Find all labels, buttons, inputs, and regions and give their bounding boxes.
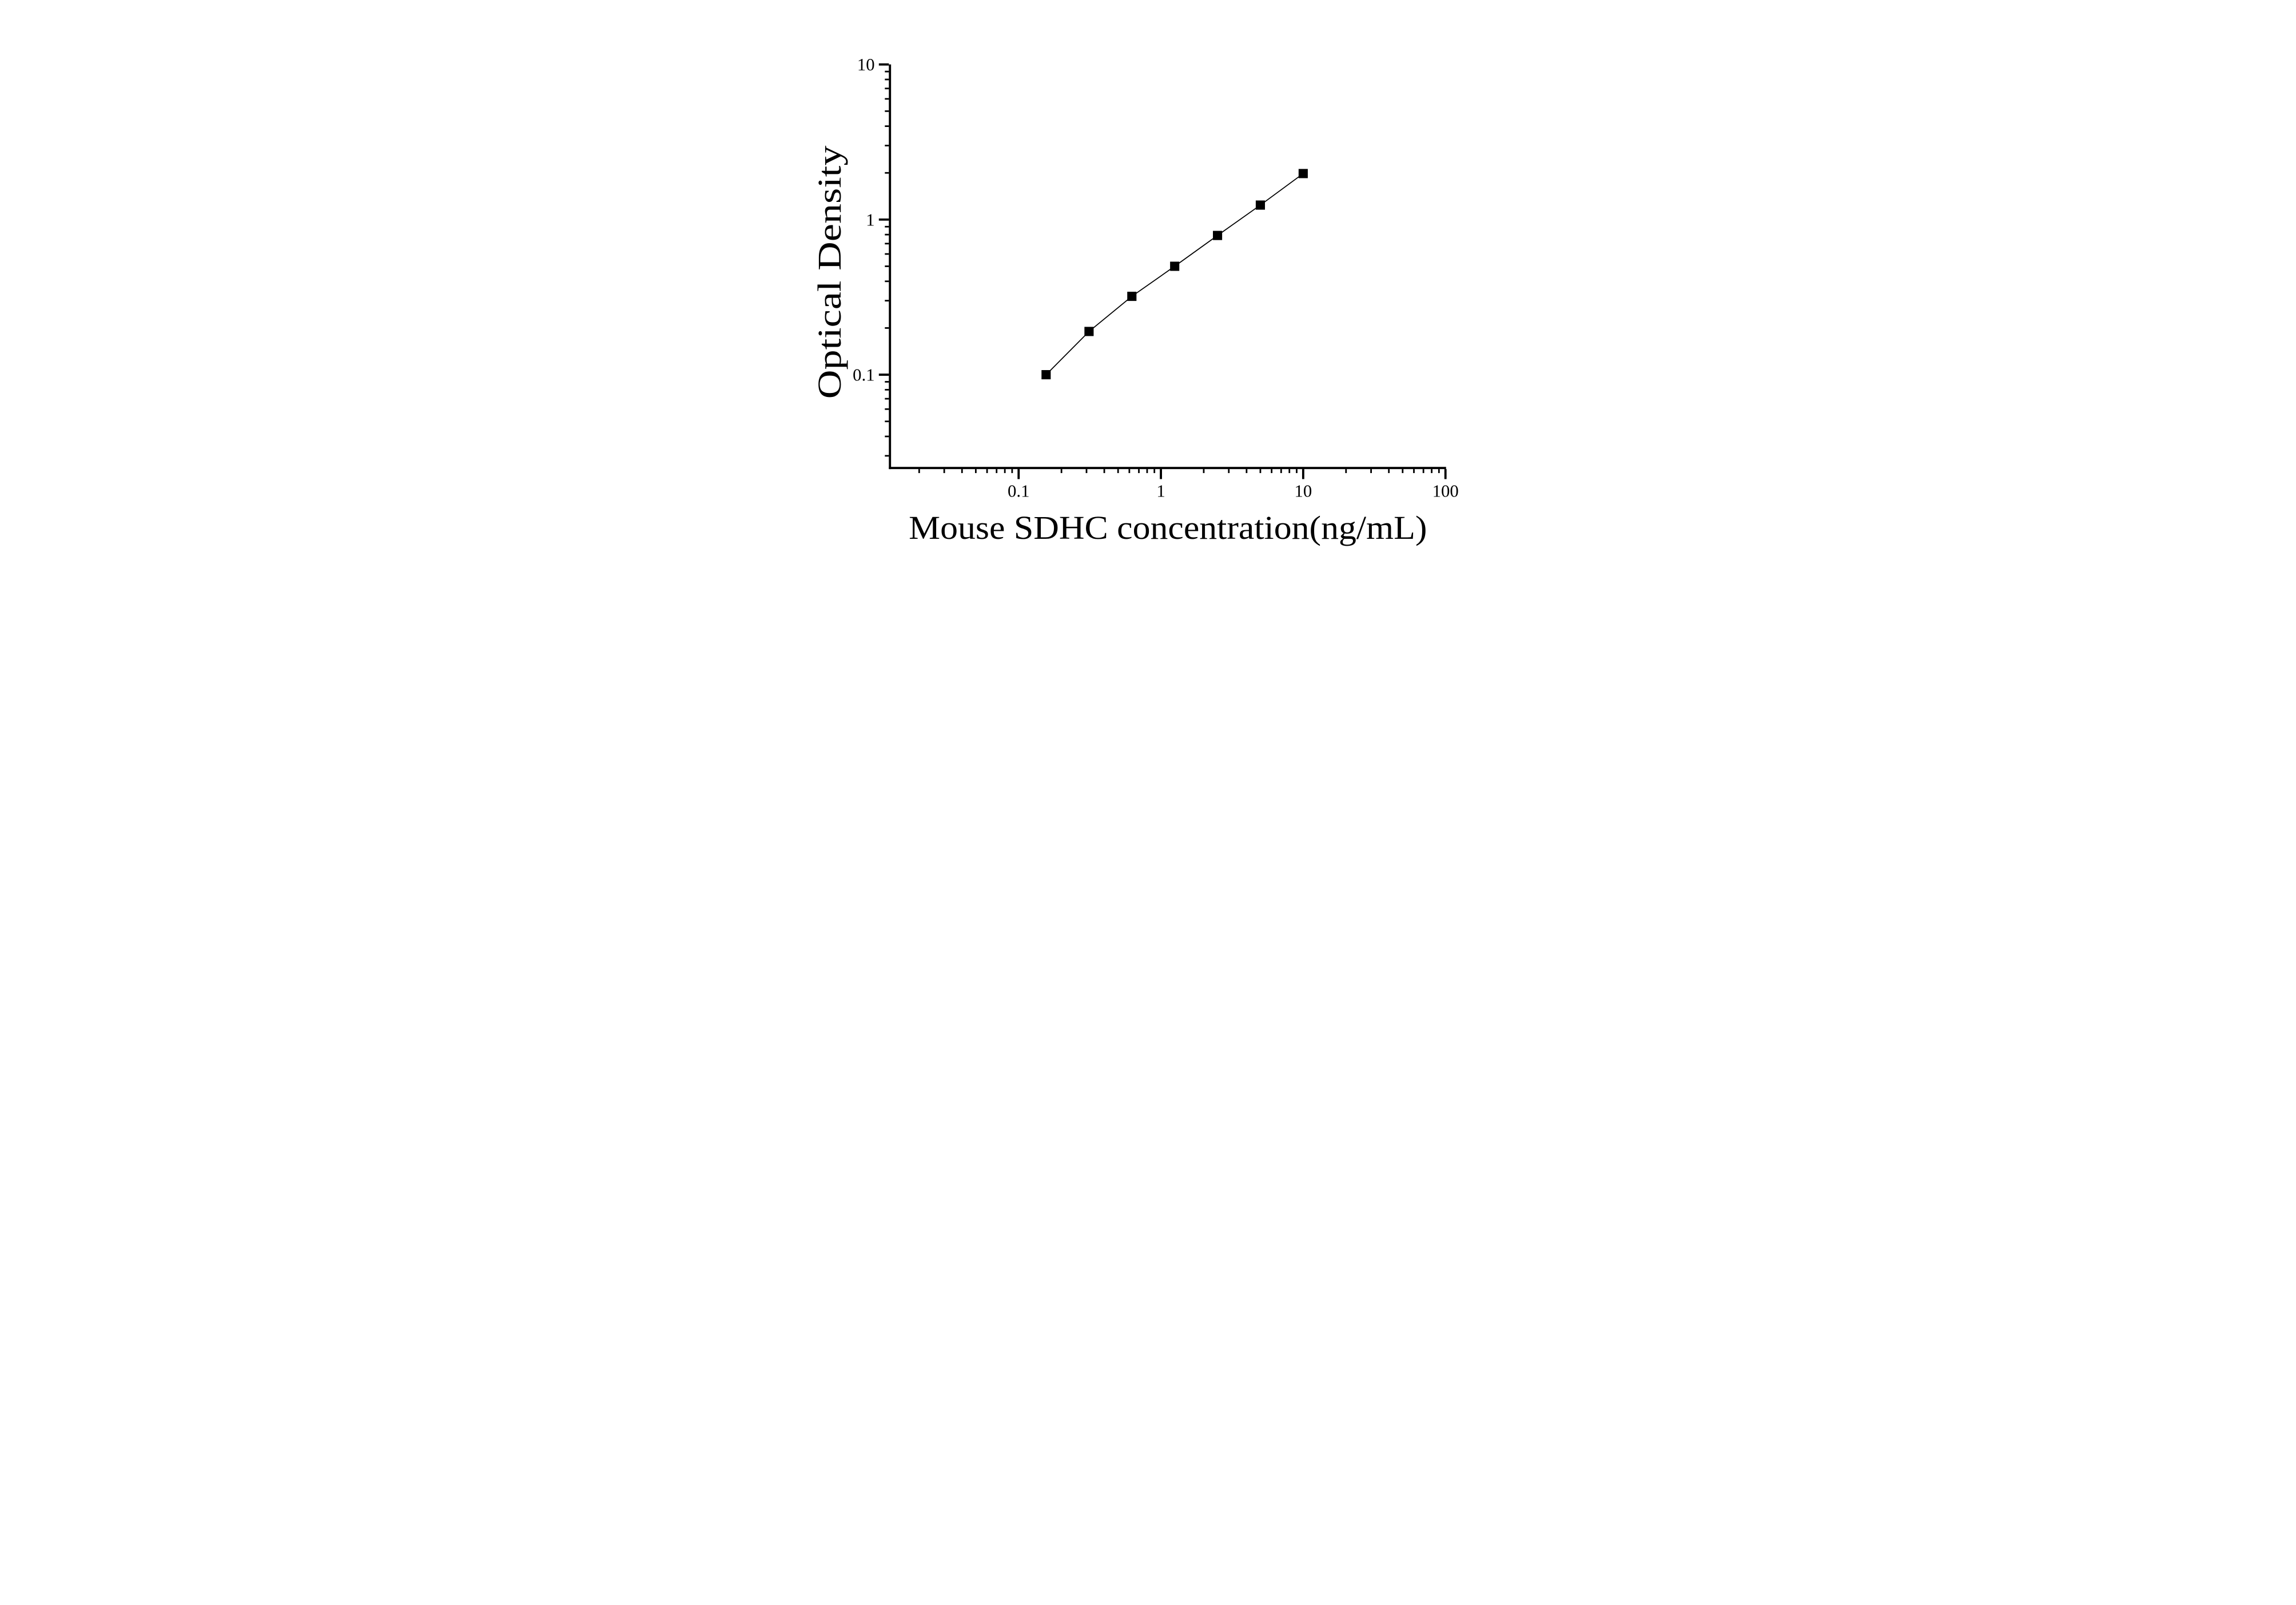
data-point-marker — [1255, 200, 1266, 210]
x-axis-title: Mouse SDHC concentration(ng/mL) — [909, 510, 1427, 546]
chart-canvas: 10 1 0.1 0.1 1 10 100 Mouse SDHC concentration(… — [746, 0, 1550, 562]
standard-curve-figure: 10 1 0.1 0.1 1 10 100 Mouse SDHC concentration(… — [746, 0, 1550, 562]
y-tick-label: 0.1 — [853, 366, 874, 385]
data-point-marker — [1041, 370, 1051, 380]
data-point-marker — [1170, 261, 1180, 271]
x-tick-label: 10 — [1294, 482, 1312, 501]
x-tick-label: 0.1 — [1008, 482, 1029, 501]
data-point-marker — [1084, 327, 1094, 336]
x-tick-label: 100 — [1432, 482, 1459, 501]
y-axis-title: Optical Density — [812, 145, 848, 399]
y-tick-label: 1 — [866, 210, 874, 229]
data-point-marker — [1213, 231, 1223, 240]
y-tick-label: 10 — [857, 55, 875, 74]
x-tick-label: 1 — [1156, 482, 1165, 501]
data-point-marker — [1298, 169, 1308, 178]
data-point-marker — [1127, 292, 1137, 301]
